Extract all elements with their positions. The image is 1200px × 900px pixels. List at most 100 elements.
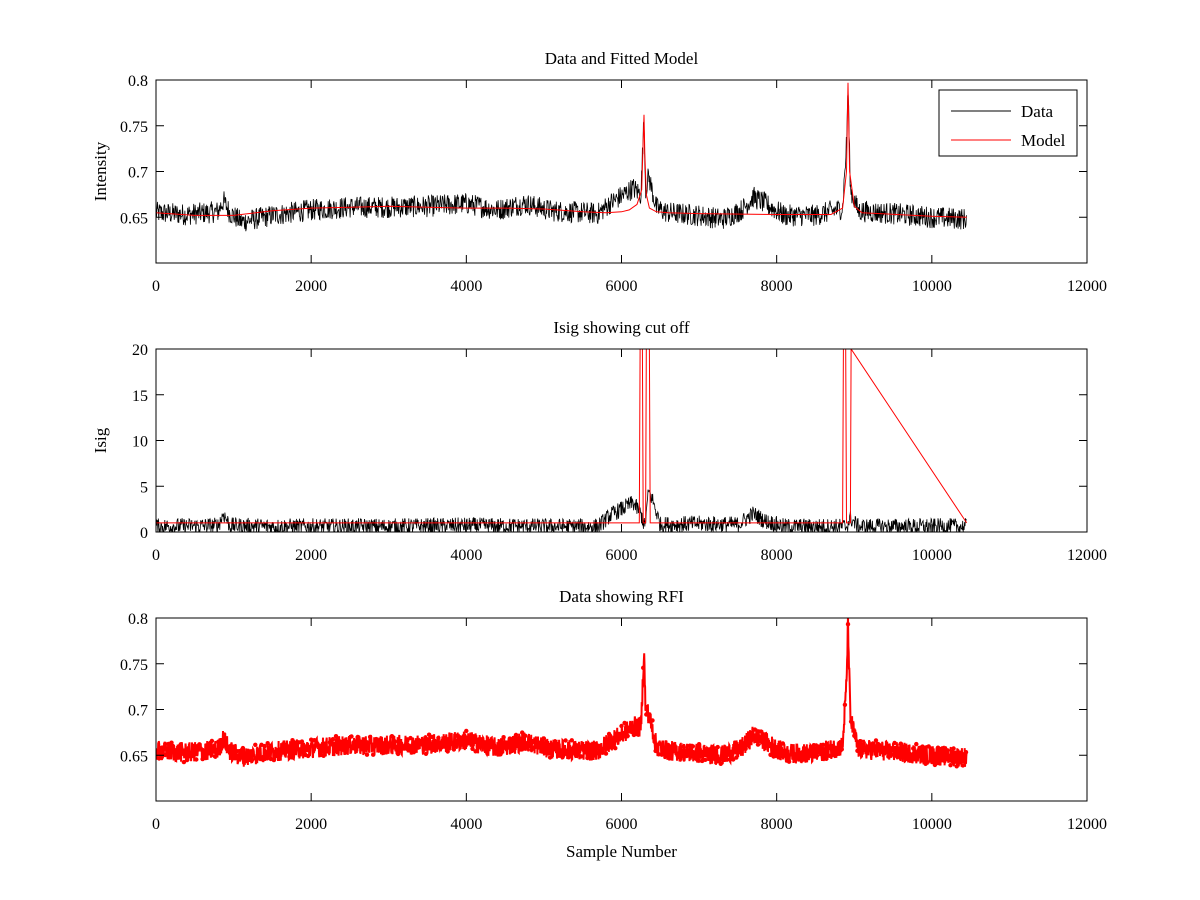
data-point: [892, 740, 897, 746]
data-point: [616, 731, 621, 737]
data-point: [194, 757, 199, 762]
x-axis: 0 2000 4000 6000 8000 10000 12000: [152, 349, 1107, 564]
data-point: [315, 741, 320, 746]
data-point: [833, 745, 838, 750]
data-point: [240, 745, 246, 751]
data-point: [669, 756, 674, 761]
data-point: [228, 743, 233, 749]
data-point: [346, 739, 351, 745]
x-axis: 0 2000 4000 6000 8000 10000 12000: [152, 618, 1107, 833]
chart-title: Data and Fitted Model: [545, 49, 699, 68]
data-point: [395, 751, 401, 757]
data-point: [246, 754, 252, 759]
data-point: [544, 745, 550, 750]
y-axis: 0.65 0.7 0.75 0.8: [120, 611, 1087, 765]
x-axis-label: Sample Number: [566, 842, 677, 861]
data-point: [538, 742, 543, 748]
data-point: [876, 742, 882, 747]
chart-title: Data showing RFI: [559, 587, 684, 606]
data-point: [948, 763, 953, 768]
data-point: [821, 742, 826, 747]
data-point: [560, 755, 565, 760]
legend-entry: Data: [1021, 102, 1054, 121]
data-point: [271, 757, 277, 763]
data-point: [290, 738, 295, 743]
data-point: [873, 738, 879, 743]
data-point: [312, 738, 317, 743]
series-1-markers: [156, 618, 969, 769]
data-point: [389, 734, 395, 739]
data-point: [352, 739, 357, 744]
x-tick-label: 0: [152, 547, 160, 564]
data-point: [712, 748, 717, 753]
y-tick-label: 15: [132, 388, 148, 405]
data-point: [572, 747, 578, 752]
data-point: [206, 749, 211, 755]
data-point: [672, 749, 677, 754]
data-point: [380, 744, 385, 749]
legend-entry: Model: [1021, 131, 1066, 150]
data-point: [765, 739, 770, 744]
data-point: [951, 746, 956, 751]
data-point: [771, 754, 776, 759]
data-point: [783, 753, 789, 759]
data-point: [942, 758, 947, 763]
data-point: [585, 755, 590, 761]
y-tick-label: 0.75: [120, 119, 148, 136]
data-point: [588, 749, 593, 754]
y-tick-label: 0.7: [128, 703, 148, 720]
data-point: [184, 757, 190, 763]
data-point: [883, 750, 888, 755]
data-point: [430, 734, 435, 740]
data-point: [324, 746, 329, 751]
data-point: [399, 741, 404, 746]
data-point: [523, 733, 528, 738]
data-point: [262, 743, 267, 749]
data-point: [597, 743, 602, 749]
data-point: [591, 743, 596, 748]
data-point: [563, 738, 568, 743]
data-point: [935, 745, 941, 750]
y-tick-label: 5: [140, 479, 148, 496]
data-point: [256, 750, 261, 755]
data-point: [433, 738, 438, 744]
data-point: [386, 742, 391, 747]
data-point: [274, 748, 280, 753]
data-point: [755, 742, 761, 747]
data-point: [436, 735, 441, 741]
series-1-trace: [156, 618, 968, 767]
data-point: [690, 744, 696, 749]
data-point: [482, 740, 488, 745]
data-point: [929, 758, 934, 764]
data-point: [305, 753, 311, 759]
data-point: [187, 753, 193, 758]
data-point: [644, 712, 649, 717]
data-point: [926, 744, 931, 749]
x-tick-label: 2000: [295, 547, 327, 564]
y-axis: 0 5 10 15 20: [132, 342, 1087, 542]
data-point: [610, 738, 615, 743]
y-tick-label: 0.8: [128, 611, 148, 628]
data-point: [197, 742, 202, 747]
y-tick-label: 0.75: [120, 657, 148, 674]
data-point: [516, 741, 522, 746]
x-tick-label: 12000: [1067, 547, 1107, 564]
data-point: [445, 749, 450, 754]
y-tick-label: 0.7: [128, 165, 148, 182]
data-point: [501, 735, 506, 740]
data-point: [349, 734, 354, 739]
series-data-line: [156, 94, 967, 232]
data-point: [377, 738, 382, 744]
data-point: [485, 746, 491, 751]
data-point: [426, 732, 432, 737]
y-tick-label: 0: [140, 525, 148, 542]
data-point: [693, 754, 699, 759]
data-point: [510, 740, 516, 745]
x-tick-label: 8000: [761, 278, 793, 295]
x-tick-label: 8000: [761, 547, 793, 564]
data-point: [361, 737, 367, 742]
data-point: [880, 750, 885, 755]
data-point: [237, 756, 242, 761]
data-point: [842, 702, 848, 707]
data-point: [613, 746, 618, 751]
